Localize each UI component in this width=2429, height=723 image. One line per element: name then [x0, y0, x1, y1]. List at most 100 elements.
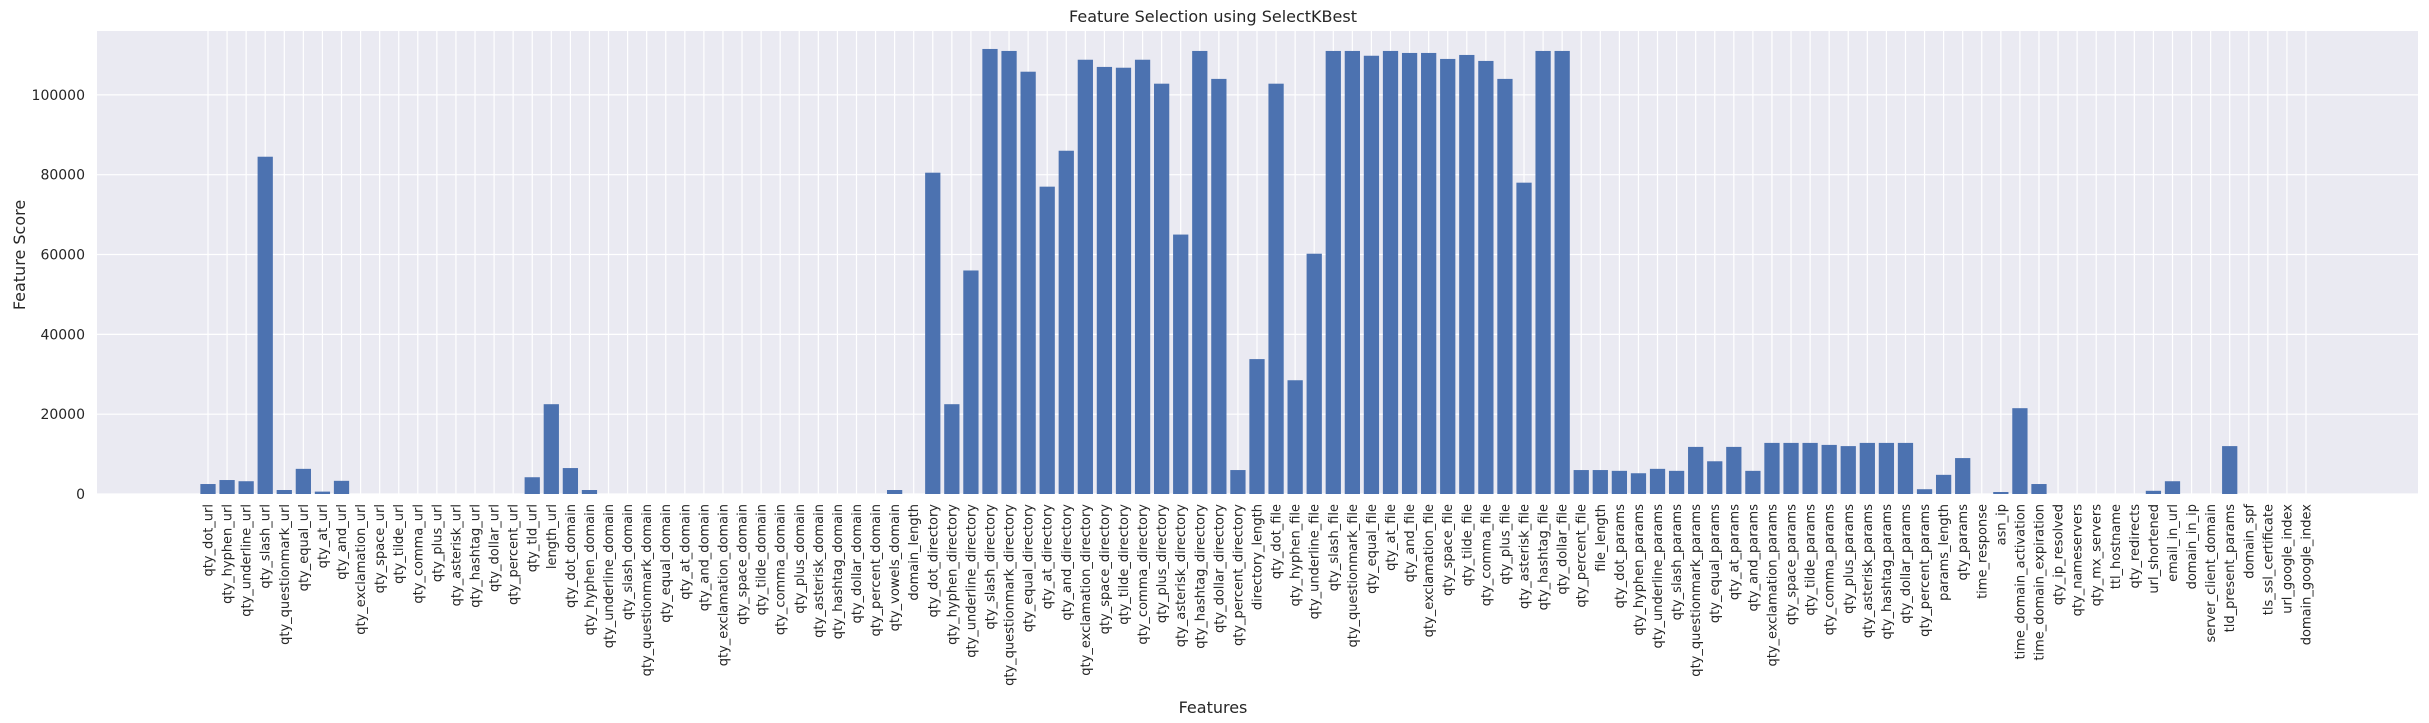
bar-qty-slash-file [1325, 50, 1341, 494]
x-tick-label: qty_hashtag_directory [1193, 504, 1208, 649]
x-tick-label: qty_plus_params [1842, 504, 1857, 614]
bar-url-shortened [2145, 490, 2162, 494]
x-tick-label: qty_slash_domain [621, 504, 636, 620]
x-tick-label: directory_length [1251, 504, 1266, 610]
bars [200, 48, 2238, 495]
y-axis-title: Feature Score [10, 200, 29, 310]
x-axis-title: Features [1179, 698, 1248, 717]
x-tick-label: time_domain_expiration [2032, 504, 2047, 661]
x-tick-label: qty_dollar_url [488, 504, 503, 592]
x-tick-label: qty_tilde_domain [755, 504, 770, 615]
bar-asn-ip [1993, 492, 2009, 494]
bar-qty-at-file [1382, 50, 1399, 494]
x-tick-label: qty_tilde_file [1460, 504, 1475, 586]
bar-qty-dot-params [1611, 470, 1628, 494]
bar-qty-questionmark-params [1688, 446, 1704, 494]
x-tick-label: qty_dollar_params [1899, 504, 1914, 624]
x-tick-label: qty_percent_file [1575, 504, 1590, 608]
x-tick-label: domain_length [907, 504, 922, 601]
x-tick-label: qty_and_url [335, 504, 350, 580]
bar-qty-underline-directory [963, 270, 979, 494]
x-tick-label: qty_hyphen_url [221, 504, 236, 604]
x-tick-label: qty_questionmark_params [1689, 504, 1704, 677]
bar-qty-at-url [314, 491, 331, 494]
x-tick-label: domain_in_ip [2185, 504, 2200, 589]
bar-qty-and-params [1745, 470, 1761, 494]
bar-qty-asterisk-params [1859, 442, 1875, 494]
bar-qty-at-params [1726, 446, 1742, 494]
y-tick-label: 100000 [32, 88, 85, 104]
bar-qty-hashtag-file [1535, 50, 1551, 494]
bar-qty-dot-directory [925, 172, 941, 494]
y-tick-label: 80000 [40, 168, 85, 184]
x-tick-label: qty_dollar_file [1556, 504, 1571, 595]
x-tick-label: qty_exclamation_params [1765, 504, 1780, 667]
x-tick-label: qty_underline_domain [602, 504, 617, 648]
x-tick-label: qty_underline_params [1651, 504, 1666, 649]
bar-qty-percent-params [1916, 489, 1933, 494]
x-tick-label: qty_ip_resolved [2052, 504, 2067, 605]
x-tick-label: qty_comma_params [1823, 504, 1838, 636]
bar-qty-percent-file [1573, 470, 1589, 494]
y-tick-labels: 0 20000 40000 60000 80000 100000 [32, 88, 85, 503]
x-tick-label: qty_dollar_domain [850, 504, 865, 623]
bar-qty-params [1955, 458, 1971, 494]
x-tick-label: email_in_url [2166, 504, 2181, 582]
bar-qty-exclamation-params [1764, 442, 1780, 494]
bar-qty-dollar-directory [1211, 78, 1227, 495]
bar-qty-space-file [1440, 58, 1456, 494]
bar-params-length [1935, 474, 1952, 494]
chart-title: Feature Selection using SelectKBest [1069, 7, 1357, 26]
bar-time-domain-expiration [2031, 484, 2047, 494]
y-tick-label: 40000 [40, 327, 85, 343]
bar-qty-hyphen-url [219, 480, 235, 494]
x-tick-label: qty_hashtag_file [1537, 504, 1552, 610]
bar-qty-equal-file [1363, 55, 1380, 494]
x-tick-label: qty_exclamation_url [354, 504, 369, 635]
x-tick-label: qty_plus_domain [793, 504, 808, 614]
x-tick-label: qty_asterisk_domain [812, 504, 827, 638]
x-tick-label: qty_questionmark_file [1346, 504, 1361, 648]
x-tick-labels: qty_dot_url qty_hyphen_url qty_underline_u… [202, 504, 2315, 686]
y-tick-label: 20000 [40, 407, 85, 423]
bar-qty-tilde-params [1802, 442, 1818, 494]
bar-qty-equal-directory [1020, 71, 1036, 494]
bar-qty-dot-domain [562, 468, 579, 494]
x-tick-label: qty_space_directory [1098, 504, 1113, 635]
x-tick-label: qty_slash_url [259, 504, 274, 589]
x-tick-label: qty_underline_url [240, 504, 255, 617]
x-tick-label: qty_slash_params [1670, 504, 1685, 621]
x-tick-label: qty_dot_directory [926, 504, 941, 618]
x-tick-label: qty_equal_directory [1022, 504, 1037, 633]
x-tick-label: qty_hashtag_url [469, 504, 484, 608]
x-tick-label: ttl_hostname [2109, 504, 2124, 589]
bar-qty-space-directory [1096, 66, 1113, 494]
x-tick-label: qty_tilde_params [1804, 504, 1819, 616]
bar-qty-tilde-file [1459, 54, 1475, 495]
bar-qty-tld-url [524, 477, 540, 494]
x-tick-label: qty_slash_file [1327, 504, 1342, 591]
bar-qty-exclamation-directory [1077, 59, 1093, 495]
x-tick-label: qty_dot_params [1613, 504, 1628, 609]
x-tick-label: qty_exclamation_file [1422, 504, 1437, 637]
bar-qty-plus-file [1497, 78, 1513, 495]
bar-qty-comma-params [1821, 444, 1837, 494]
x-tick-label: qty_percent_url [507, 504, 522, 605]
x-tick-label: qty_dot_domain [564, 504, 579, 608]
x-tick-label: tld_present_params [2223, 504, 2238, 633]
bar-qty-plus-directory [1154, 83, 1170, 494]
x-tick-label: qty_space_params [1785, 504, 1800, 625]
bar-qty-underline-url [238, 481, 254, 494]
bar-qty-underline-params [1649, 468, 1666, 494]
bar-qty-and-directory [1058, 150, 1074, 494]
x-tick-label: qty_and_params [1746, 504, 1761, 612]
bar-tld-present-params [2222, 446, 2238, 494]
x-tick-label: qty_percent_domain [869, 504, 884, 637]
bar-qty-slash-directory [982, 48, 998, 494]
bar-qty-hashtag-directory [1192, 50, 1208, 494]
bar-qty-asterisk-directory [1173, 234, 1189, 494]
bar-time-domain-activation [2012, 408, 2028, 494]
x-tick-label: qty_space_domain [736, 504, 751, 625]
x-tick-label: server_client_domain [2204, 504, 2219, 643]
x-tick-label: qty_and_file [1403, 504, 1418, 582]
